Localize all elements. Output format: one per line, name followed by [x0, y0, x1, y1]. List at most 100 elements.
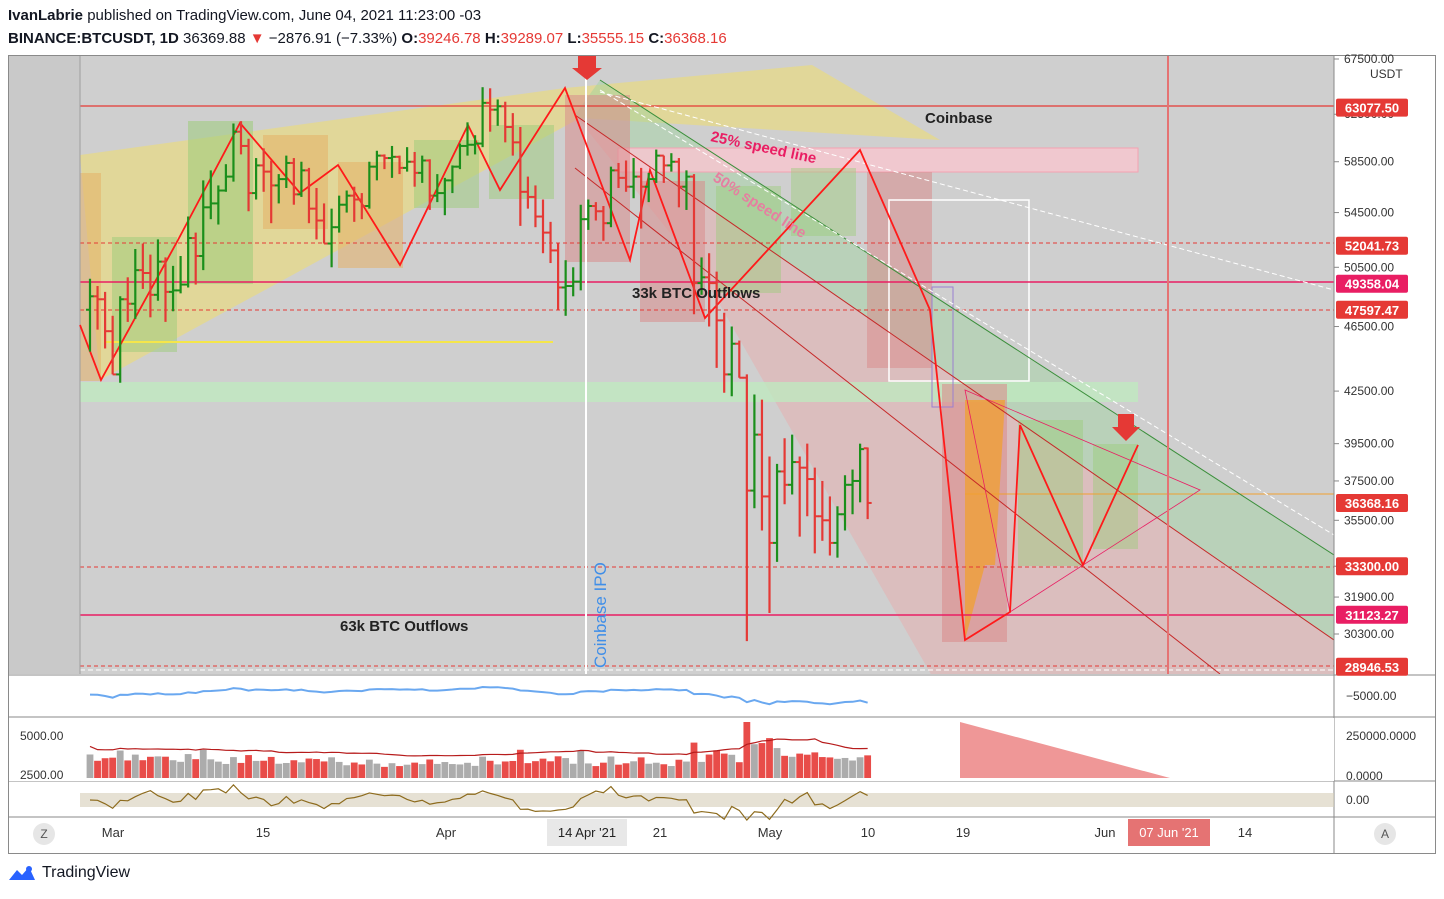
volume-bar [328, 757, 335, 778]
ohlc-bar [667, 153, 676, 172]
time-label: Mar [102, 825, 125, 840]
volume-bar [320, 761, 328, 778]
ohlc-bar [221, 164, 230, 192]
ohlc-bar [848, 469, 857, 515]
ohlc-bar [101, 291, 110, 349]
symbol-legend: BINANCE:BTCUSDT, 1D 36369.88 ▼ −2876.91 … [8, 30, 727, 47]
volume-bar [350, 762, 358, 778]
ohlc-bar [546, 221, 555, 264]
time-label: 21 [653, 825, 667, 840]
svg-text:49358.04: 49358.04 [1345, 277, 1400, 292]
volume-bar [516, 749, 524, 778]
volume-bar [501, 761, 509, 778]
volume-bar [282, 762, 290, 778]
volume-bar [237, 762, 245, 778]
svg-text:36368.16: 36368.16 [1345, 496, 1399, 511]
volume-bar [305, 758, 313, 778]
price-badge: 49358.04 [1336, 274, 1408, 293]
svg-text:52041.73: 52041.73 [1345, 239, 1399, 254]
green-channel [575, 80, 1334, 640]
high-label: H: [484, 30, 501, 47]
ohlc-bar [584, 199, 593, 230]
open-label: O: [401, 30, 419, 47]
volume-bar [456, 764, 464, 778]
price-badge: 36368.16 [1336, 493, 1408, 512]
volume-bar [856, 757, 864, 778]
channel-top-line [599, 79, 1334, 556]
volume-bar [803, 754, 811, 778]
volume-bar [645, 763, 653, 778]
price-badge: 47597.47 [1336, 300, 1408, 319]
volume-bar [449, 764, 456, 778]
volume-bar [773, 748, 781, 778]
price-axis[interactable]: 67500.0062500.0058500.0054500.0050500.00… [1334, 52, 1394, 641]
volume-bar [607, 756, 615, 778]
volume-bar [479, 756, 486, 778]
ohlc-bar [237, 121, 245, 155]
volume-left-tick: 5000.00 [20, 729, 64, 743]
svg-text:31123.27: 31123.27 [1345, 608, 1399, 623]
future-date: 07 Jun '21 [1139, 825, 1199, 840]
ohlc-bar [803, 443, 812, 517]
ohlc-bar [304, 167, 313, 224]
volume-bar [562, 758, 570, 778]
svg-text:63077.50: 63077.50 [1345, 101, 1399, 116]
ohlc-bar [372, 150, 381, 181]
volume-bar [343, 765, 351, 778]
ohlc-bar [335, 195, 344, 233]
ohlc-bar [350, 186, 359, 222]
down-arrow-icon [1112, 414, 1140, 441]
footer-brand[interactable]: TradingView [8, 864, 130, 882]
ohlc-bar [712, 271, 721, 368]
ohlc-bar [418, 155, 427, 183]
support-band [80, 382, 1138, 402]
volume-bar [486, 760, 494, 778]
z-button[interactable]: Z [33, 823, 55, 845]
price-tick-label: 42500.00 [1344, 384, 1394, 398]
volume-bar [214, 761, 222, 778]
symbol-name[interactable]: BINANCE:BTCUSDT, 1D [8, 30, 179, 47]
volume-bar [788, 756, 796, 778]
volume-bar [154, 756, 162, 778]
ohlc-bars [86, 87, 872, 642]
ohlc-bar [705, 253, 714, 327]
momentum-band [80, 793, 1334, 807]
volume-bar [101, 758, 109, 778]
ohlc-bar [682, 170, 691, 210]
volume-bar [554, 756, 562, 778]
future-date-box [1128, 819, 1210, 846]
oscillator-line [89, 686, 868, 706]
volume-bar [705, 754, 713, 778]
ohlc-bar [342, 190, 351, 213]
volume-bar [547, 761, 554, 778]
volume-bar [147, 756, 154, 778]
box [112, 237, 177, 352]
ohlc-bar [176, 256, 185, 294]
purple-box [931, 286, 954, 408]
ohlc-bar [116, 296, 125, 383]
volume-bar [222, 763, 230, 778]
volume-bar [162, 756, 169, 778]
ohlc-bar [169, 265, 178, 312]
ohlc-bar [123, 277, 132, 322]
volume-bar [388, 763, 396, 778]
time-axis[interactable]: Mar 15 Apr 21 May 10 19 Jun 14 [102, 825, 1252, 840]
ohlc-bar [282, 155, 291, 188]
channel-low-line [574, 167, 1221, 674]
volume-bar [841, 757, 849, 778]
volume-bar [471, 765, 479, 778]
ohlc-bar [690, 174, 698, 315]
volume-bar [690, 742, 698, 778]
author-name[interactable]: IvanLabrie [8, 7, 84, 24]
a-button[interactable]: A [1374, 823, 1396, 845]
volume-bar [826, 757, 834, 778]
volume-bar [124, 760, 132, 778]
ohlc-bar [810, 467, 819, 554]
ohlc-bar [841, 475, 849, 531]
chart-frame[interactable] [8, 55, 1436, 854]
tradingview-logo-icon [8, 865, 36, 881]
volume-bar [396, 766, 403, 778]
ohlc-bar [674, 158, 683, 208]
volume-bar [720, 753, 728, 778]
